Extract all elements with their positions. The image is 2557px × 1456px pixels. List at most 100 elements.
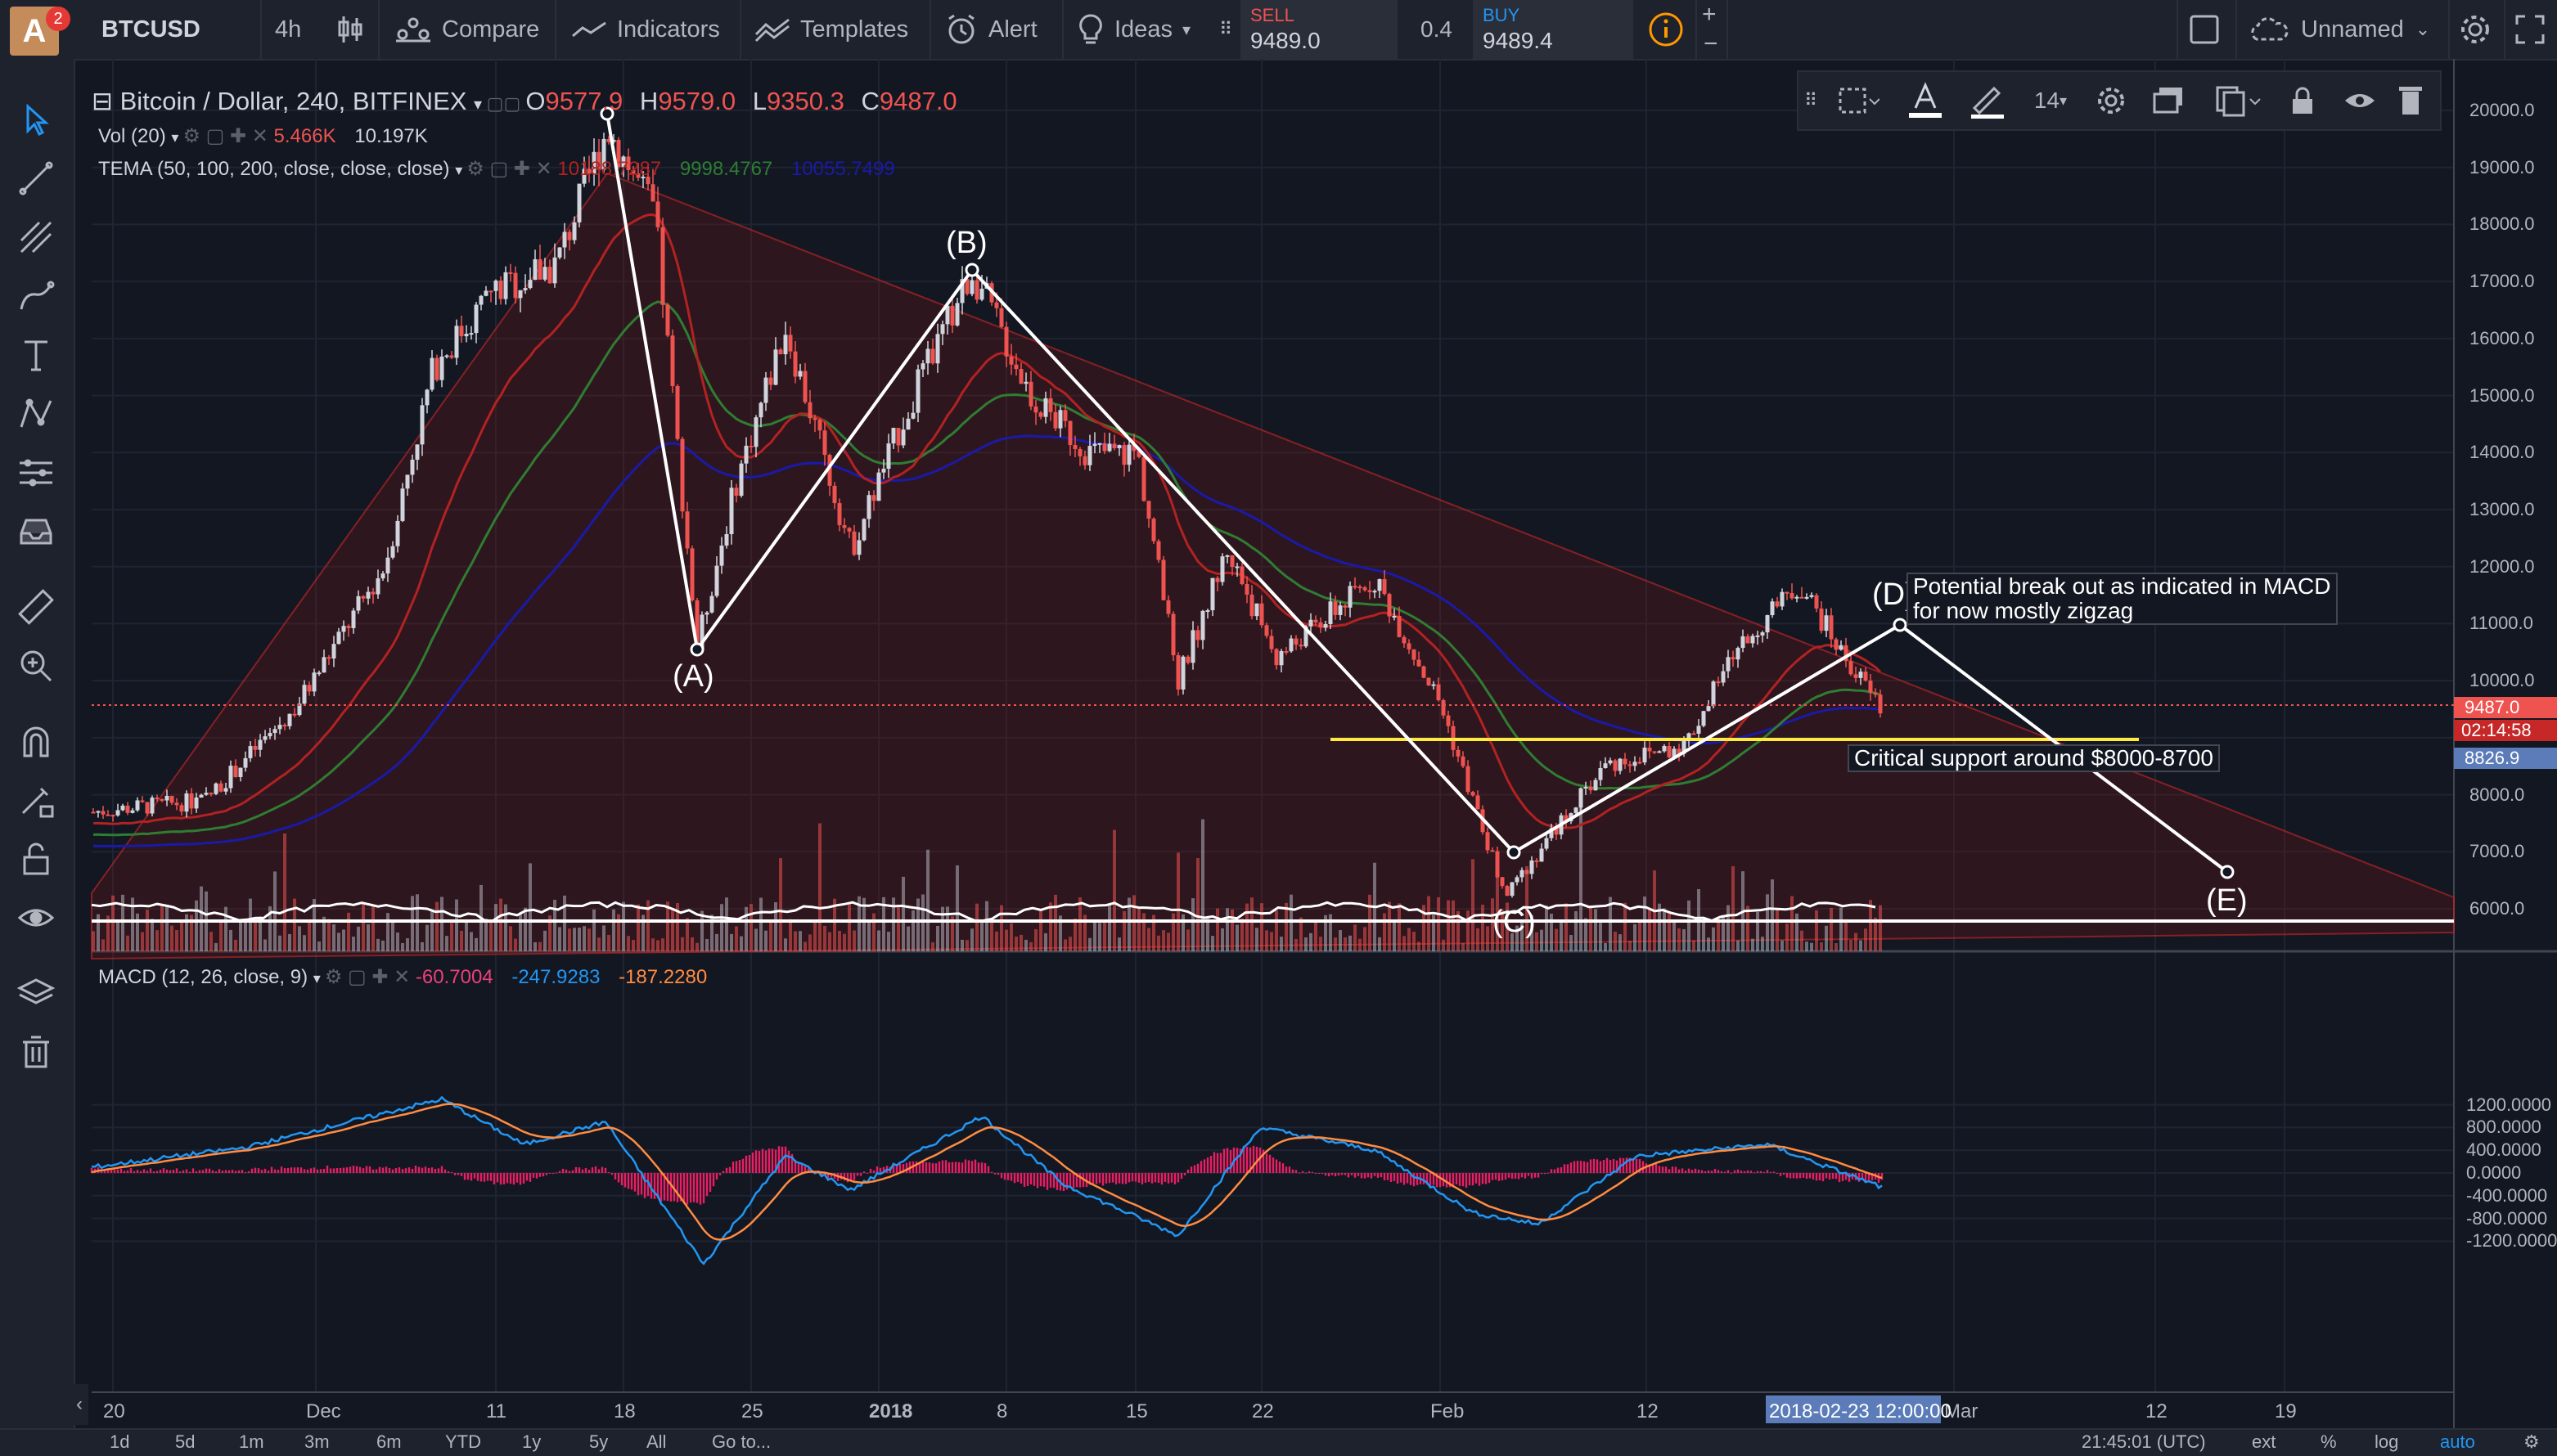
range-button-all[interactable]: All xyxy=(646,1431,667,1452)
range-button-6m[interactable]: 6m xyxy=(376,1431,402,1452)
line-color-button[interactable] xyxy=(1962,82,2013,119)
macd-histogram-bar xyxy=(1062,1173,1065,1192)
chevron-down-icon[interactable]: ▾ xyxy=(1182,20,1191,39)
legend-buttons-icon[interactable]: ⚙ ▢ ✚ ✕ xyxy=(324,966,416,988)
cursor-icon[interactable] xyxy=(16,100,56,139)
pattern-tool-icon[interactable] xyxy=(16,394,56,434)
utc-clock[interactable]: 21:45:01 (UTC) xyxy=(2082,1431,2206,1452)
range-button-5d[interactable]: 5d xyxy=(175,1431,196,1452)
magnet-icon[interactable] xyxy=(16,721,56,761)
candle-body xyxy=(950,305,955,326)
tema-label[interactable]: TEMA (50, 100, 200, close, close, close) xyxy=(98,158,450,180)
extended-hours-toggle[interactable]: ext xyxy=(2252,1431,2276,1452)
wave-label-c[interactable]: (C) xyxy=(1492,905,1536,939)
info-button[interactable] xyxy=(1648,0,1684,59)
zoom-in-icon[interactable] xyxy=(16,646,56,685)
interval-button[interactable]: 4h xyxy=(275,16,302,43)
hide-drawing-button[interactable] xyxy=(2337,82,2383,119)
volume-label[interactable]: Vol (20) xyxy=(98,125,166,147)
fullscreen-button[interactable] xyxy=(2514,0,2546,59)
selection-area-button[interactable] xyxy=(1831,82,1885,119)
lock-drawing-button[interactable] xyxy=(2280,82,2325,119)
add-button[interactable]: + xyxy=(1702,1,1717,28)
chevron-down-icon[interactable]: ▾ xyxy=(313,970,325,986)
range-button-3m[interactable]: 3m xyxy=(304,1431,330,1452)
candle-body xyxy=(1264,625,1269,636)
candle-body xyxy=(1308,619,1313,627)
macd-histogram-bar xyxy=(113,1170,116,1173)
remove-button[interactable]: − xyxy=(1704,30,1718,57)
compare-button[interactable]: Compare xyxy=(394,0,539,59)
delete-drawing-button[interactable] xyxy=(2388,82,2433,119)
candle-body xyxy=(925,348,930,364)
ruler-icon[interactable] xyxy=(16,587,56,627)
chevron-down-icon[interactable]: ▾ xyxy=(171,129,183,146)
font-size-dropdown[interactable]: 14 ▾ xyxy=(2024,82,2077,119)
drag-handle-icon[interactable]: ⠿ xyxy=(1803,90,1818,110)
legend-buttons-icon[interactable]: ⚙ ▢ ✚ ✕ xyxy=(182,125,274,147)
visual-order-button[interactable] xyxy=(2145,82,2196,119)
trend-line-icon[interactable] xyxy=(16,159,56,198)
ideas-button[interactable]: Ideas ▾ xyxy=(1077,0,1191,59)
legend-buttons-icon[interactable]: ⚙ ▢ ✚ ✕ xyxy=(466,158,558,180)
unlock-icon[interactable] xyxy=(16,839,56,879)
inbox-tool-icon[interactable] xyxy=(16,512,56,551)
breakout-note[interactable]: Potential break out as indicated in MACD… xyxy=(1906,573,2338,625)
legend-buttons-icon[interactable]: ▢▢ xyxy=(486,93,526,114)
chart-style-button[interactable] xyxy=(335,0,365,59)
volume-bar xyxy=(1363,927,1366,951)
settings-button[interactable] xyxy=(2458,0,2492,59)
macd-histogram-bar xyxy=(1517,1173,1520,1180)
drawing-settings-button[interactable] xyxy=(2088,82,2134,119)
support-note[interactable]: Critical support around $8000-8700 xyxy=(1848,744,2220,772)
chevron-down-icon[interactable]: ▾ xyxy=(455,162,467,178)
prediction-tool-icon[interactable] xyxy=(16,453,56,492)
macd-histogram-bar xyxy=(1118,1173,1121,1184)
volume-bar xyxy=(671,910,674,951)
drag-handle-icon[interactable]: ⠿ xyxy=(1219,19,1232,39)
volume-bar xyxy=(195,900,198,951)
layers-icon[interactable] xyxy=(16,973,56,1013)
sell-button[interactable]: SELL 9489.0 xyxy=(1240,0,1398,59)
wave-label-a[interactable]: (A) xyxy=(673,659,714,694)
gear-icon[interactable]: ⚙ xyxy=(2523,1431,2540,1452)
range-button-5y[interactable]: 5y xyxy=(589,1431,609,1452)
macd-histogram-bar xyxy=(1078,1173,1082,1188)
auto-scale-toggle[interactable]: auto xyxy=(2440,1431,2475,1452)
range-button-ytd[interactable]: YTD xyxy=(445,1431,481,1452)
buy-button[interactable]: BUY 9489.4 xyxy=(1473,0,1633,59)
notification-badge: 2 xyxy=(46,7,70,31)
fullscreen-square-button[interactable] xyxy=(2188,0,2221,59)
candle-body xyxy=(606,138,611,142)
range-button-1m[interactable]: 1m xyxy=(239,1431,264,1452)
macd-label[interactable]: MACD (12, 26, close, 9) xyxy=(98,966,308,988)
layout-dropdown[interactable]: Unnamed ⌄ xyxy=(2247,0,2430,59)
macd-histogram-bar xyxy=(1756,1171,1759,1173)
clone-button[interactable] xyxy=(2208,82,2268,119)
range-button-1d[interactable]: 1d xyxy=(110,1431,130,1452)
trash-icon[interactable] xyxy=(16,1032,56,1072)
wave-label-e[interactable]: (E) xyxy=(2206,883,2248,918)
macd-histogram-bar xyxy=(1111,1173,1114,1183)
chevron-down-icon[interactable]: ▾ xyxy=(474,96,487,114)
percent-scale-toggle[interactable]: % xyxy=(2321,1431,2337,1452)
collapse-icon[interactable]: ⊟ xyxy=(92,87,120,115)
eye-icon[interactable] xyxy=(16,898,56,937)
chart-canvas[interactable] xyxy=(0,59,2557,1428)
wave-label-b[interactable]: (B) xyxy=(946,226,988,260)
range-button-1y[interactable]: 1y xyxy=(522,1431,542,1452)
templates-button[interactable]: Templates xyxy=(754,0,908,59)
collapse-sidebar-button[interactable]: ‹ xyxy=(70,1384,88,1425)
indicators-button[interactable]: Indicators xyxy=(571,0,720,59)
pencil-lock-icon[interactable] xyxy=(16,780,56,820)
macd-histogram-bar xyxy=(1468,1173,1471,1186)
volume-bar xyxy=(283,833,286,951)
brush-icon[interactable] xyxy=(16,276,56,316)
text-color-button[interactable] xyxy=(1900,82,1951,119)
text-tool-icon[interactable] xyxy=(16,335,56,375)
symbol-search[interactable]: BTCUSD xyxy=(101,16,200,43)
log-scale-toggle[interactable]: log xyxy=(2375,1431,2399,1452)
alert-button[interactable]: Alert xyxy=(944,0,1038,59)
goto-button[interactable]: Go to... xyxy=(712,1431,772,1452)
fib-tool-icon[interactable] xyxy=(16,218,56,257)
